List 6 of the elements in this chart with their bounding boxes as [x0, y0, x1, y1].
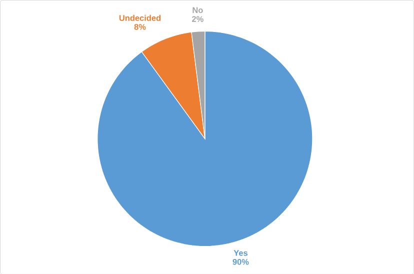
- slice-label: No: [192, 7, 203, 13]
- slice-label: Undecided: [119, 14, 161, 21]
- data-label: 8%: [134, 24, 146, 30]
- data-label: 90%: [232, 258, 249, 265]
- slice-label: Yes: [234, 250, 248, 256]
- data-label: 2%: [192, 16, 204, 22]
